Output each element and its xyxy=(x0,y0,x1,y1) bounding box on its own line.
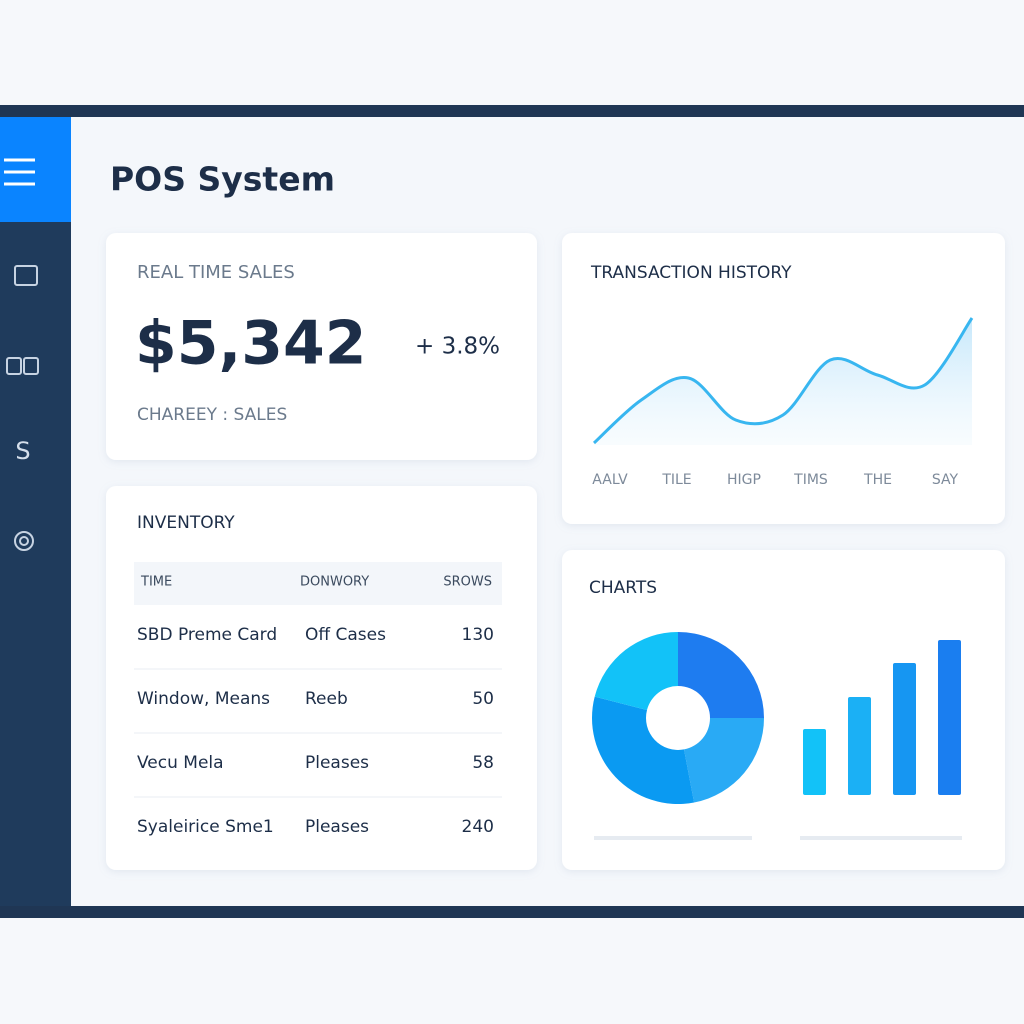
sales-change: + 3.8% xyxy=(415,334,500,360)
table-cell: SBD Preme Card xyxy=(137,625,277,645)
column-header: TIME xyxy=(140,575,172,590)
line-chart: AALV TILE HIGP TIMS THE SAY xyxy=(592,317,974,488)
settings-icon[interactable] xyxy=(14,531,34,551)
donut-slice xyxy=(683,718,764,803)
column-header: SROWS xyxy=(443,575,492,590)
x-tick-label: TIMS xyxy=(793,472,828,488)
card-title: INVENTORY xyxy=(137,513,235,533)
column-header: DONWORY xyxy=(300,575,369,590)
history-card xyxy=(562,233,1005,524)
table-cell: 50 xyxy=(472,689,494,709)
card-title: TRANSACTION HISTORY xyxy=(590,263,792,283)
register-icon[interactable] xyxy=(14,265,38,286)
table-cell: Pleases xyxy=(305,753,369,773)
donut-chart xyxy=(592,632,764,804)
bar xyxy=(803,729,826,795)
table-cell: 58 xyxy=(472,753,494,773)
inventory-icon[interactable] xyxy=(23,357,39,375)
card-title: CHARTS xyxy=(589,578,657,598)
bar xyxy=(893,663,916,795)
donut-slice xyxy=(678,632,764,718)
table-cell: 130 xyxy=(462,625,494,645)
x-tick-label: HIGP xyxy=(727,472,761,488)
sidebar xyxy=(0,117,71,906)
sales-card xyxy=(106,233,537,460)
table-cell: 240 xyxy=(462,817,494,837)
table-cell: Reeb xyxy=(305,689,348,709)
x-tick-label: SAY xyxy=(932,472,959,488)
inventory-icon[interactable] xyxy=(6,357,22,375)
sales-amount: $5,342 xyxy=(135,309,367,379)
x-tick-label: AALV xyxy=(592,472,628,488)
sidebar-active[interactable] xyxy=(0,117,71,222)
table-cell: Window, Means xyxy=(137,689,270,709)
table-cell: Vecu Mela xyxy=(137,753,224,773)
table-cell: Syaleirice Sme1 xyxy=(137,817,274,837)
page-title: POS System xyxy=(110,160,335,199)
bar-chart xyxy=(803,640,961,795)
card-title: REAL TIME SALES xyxy=(137,262,295,283)
bar xyxy=(938,640,961,795)
sales-caption: CHAREEY : SALES xyxy=(137,405,287,425)
inventory-card xyxy=(106,486,537,870)
table-cell: Pleases xyxy=(305,817,369,837)
menu-icon[interactable] xyxy=(4,158,35,186)
line xyxy=(592,317,974,445)
donut-slice xyxy=(592,696,695,804)
donut-slice xyxy=(594,632,678,711)
table-header xyxy=(134,562,502,605)
x-tick-label: TILE xyxy=(661,472,691,488)
sidebar-label[interactable]: S xyxy=(15,437,30,465)
table-cell: Off Cases xyxy=(305,625,386,645)
line-area xyxy=(594,318,972,445)
x-tick-label: THE xyxy=(863,472,892,488)
bar xyxy=(848,697,871,795)
table: TIME DONWORY SROWS SBD Preme Card Off Cases 1… xyxy=(134,575,502,837)
